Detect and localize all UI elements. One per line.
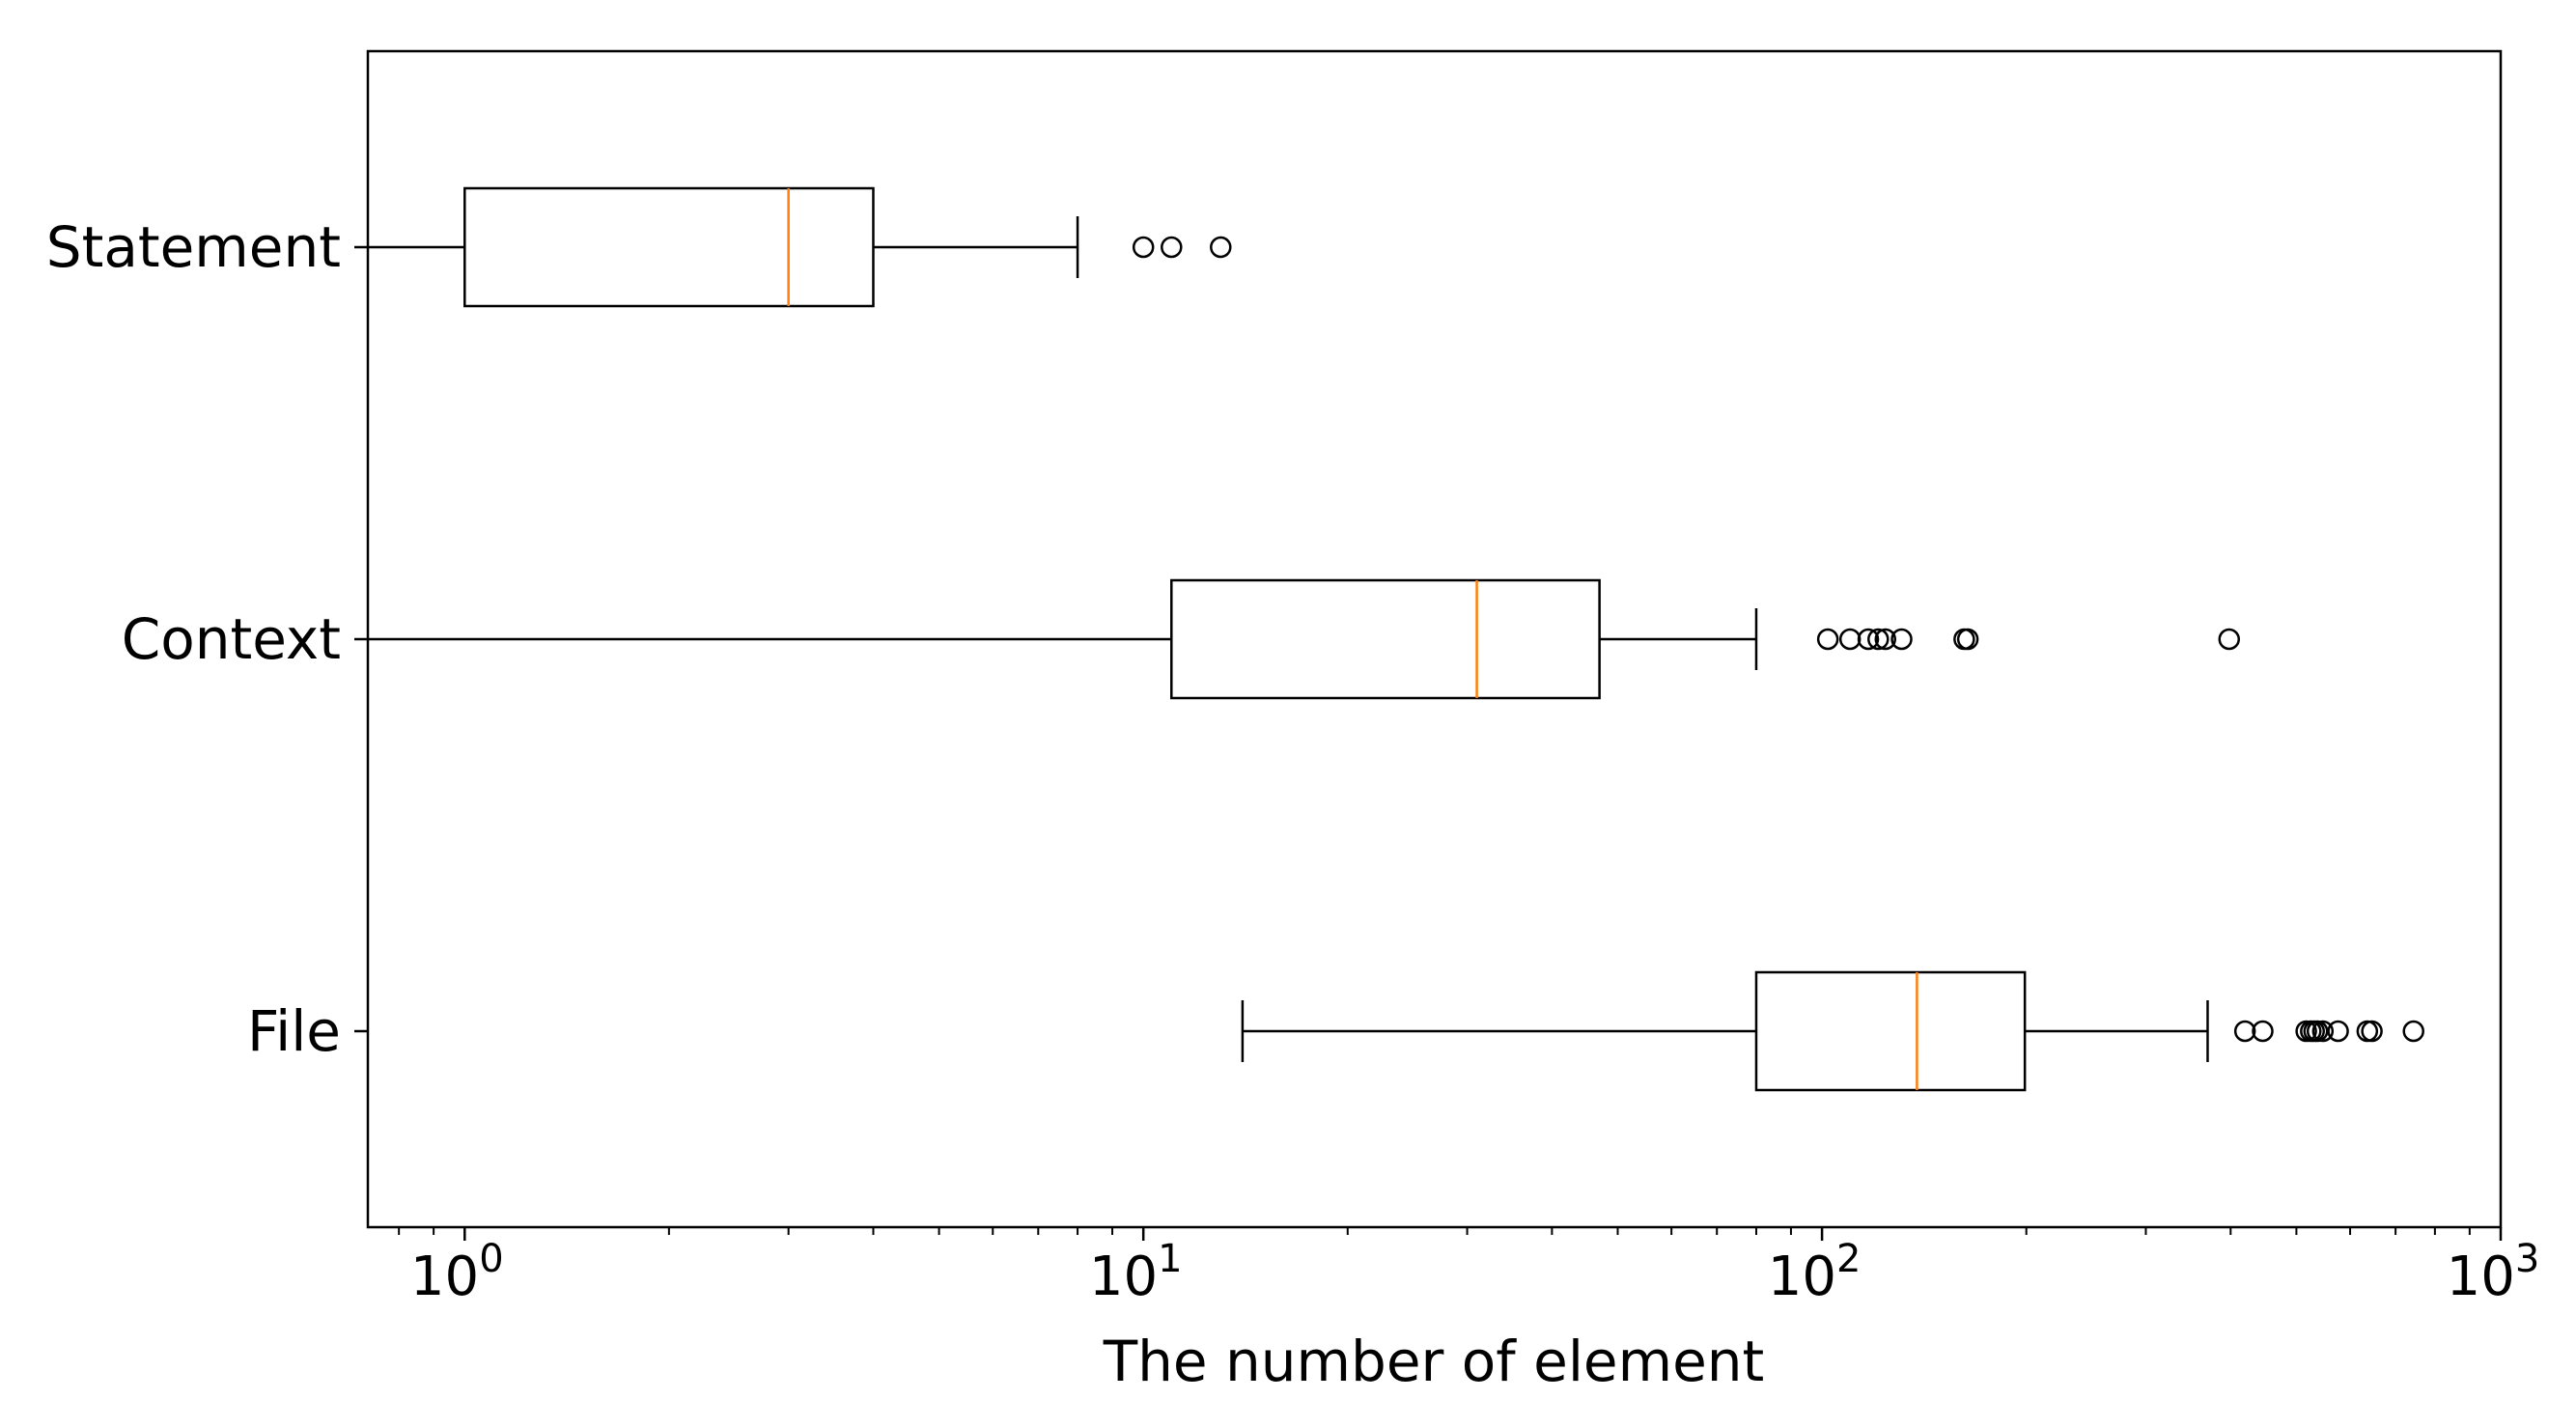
outlier-point — [1132, 236, 1155, 259]
outlier-point — [2233, 1020, 2256, 1043]
plot-layer — [368, 186, 2424, 1092]
y-tick-label: File — [247, 998, 341, 1064]
outlier-point — [1161, 236, 1183, 259]
box-file — [1241, 970, 2424, 1092]
outlier-point — [1890, 628, 1913, 651]
outlier-point — [1956, 628, 1979, 651]
x-axis-label: The number of element — [1103, 1329, 1765, 1394]
box-context — [368, 578, 2241, 700]
outlier-point — [2306, 1020, 2329, 1043]
outlier-point — [1816, 628, 1839, 651]
iqr-box — [463, 186, 875, 308]
outlier-point — [1867, 628, 1890, 651]
outlier-point — [1857, 628, 1880, 651]
outlier-point — [2361, 1020, 2383, 1043]
outlier-point — [2327, 1020, 2349, 1043]
y-tick-label: Statement — [46, 214, 341, 280]
outlier-point — [2311, 1020, 2335, 1043]
outlier-point — [2252, 1020, 2274, 1043]
outlier-point — [1874, 628, 1897, 651]
outlier-point — [2402, 1020, 2424, 1043]
iqr-box — [1754, 970, 2027, 1092]
outlier-point — [2218, 628, 2241, 651]
box-statement — [368, 186, 1232, 308]
iqr-box — [1170, 578, 1601, 700]
y-tick-label: Context — [122, 606, 341, 672]
outlier-point — [1210, 236, 1232, 259]
y-axis: Statement Context File — [46, 214, 368, 1064]
